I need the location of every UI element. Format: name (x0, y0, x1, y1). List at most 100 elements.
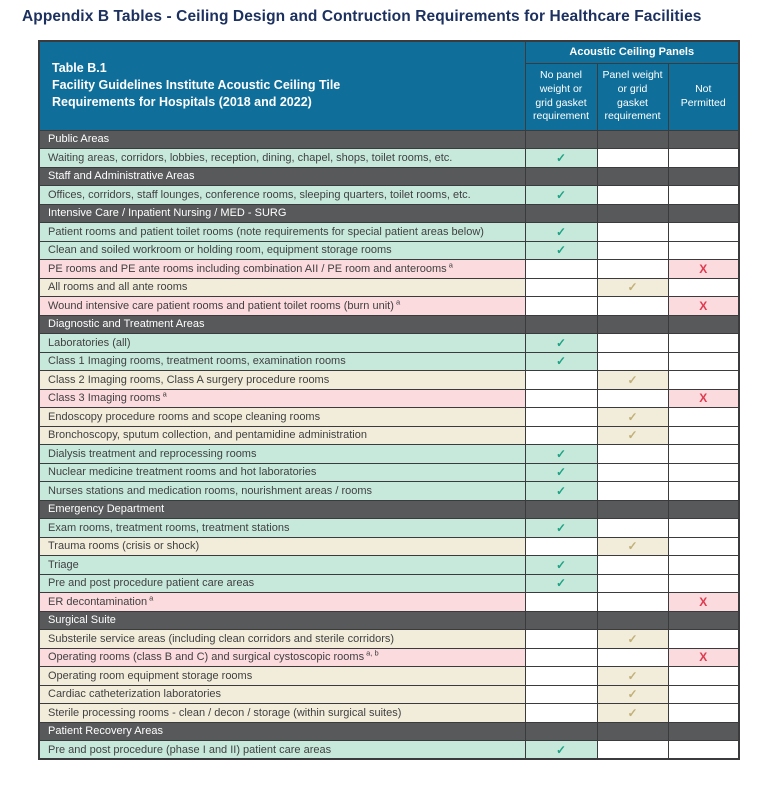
section-empty-cell (667, 721, 740, 741)
table-header-row-columns: No panel weight or grid gasket requireme… (39, 62, 740, 131)
table-row: Nurses stations and medication rooms, no… (38, 481, 740, 501)
empty-cell (524, 370, 598, 390)
table-row: Sterile processing rooms - clean / decon… (38, 703, 740, 723)
empty-cell (596, 222, 669, 242)
section-empty-cell (596, 499, 669, 519)
table-row: Operating rooms (class B and C) and surg… (38, 647, 740, 667)
empty-cell (667, 148, 740, 168)
check-mark-tan: ✓ (596, 407, 669, 427)
section-header-row: Intensive Care / Inpatient Nursing / MED… (38, 203, 740, 223)
empty-cell (596, 185, 669, 205)
empty-cell (524, 388, 598, 408)
section-empty-cell (667, 129, 740, 149)
row-label: Class 2 Imaging rooms, Class A surgery p… (38, 370, 526, 390)
table-row: Class 2 Imaging rooms, Class A surgery p… (38, 370, 740, 390)
empty-cell (596, 555, 669, 575)
table-row: All rooms and all ante rooms ✓ (38, 277, 740, 297)
empty-cell (596, 444, 669, 464)
row-label: Nurses stations and medication rooms, no… (38, 481, 526, 501)
section-header-label: Emergency Department (38, 499, 526, 519)
table-row: Dialysis treatment and reprocessing room… (38, 444, 740, 464)
empty-cell (524, 592, 598, 612)
section-header-label: Diagnostic and Treatment Areas (38, 314, 526, 334)
row-label: Patient rooms and patient toilet rooms (… (38, 222, 526, 242)
row-label: Laboratories (all) (38, 333, 526, 353)
empty-cell (667, 740, 740, 760)
section-empty-cell (524, 129, 598, 149)
empty-cell (524, 296, 598, 316)
footnote-marker: a (160, 389, 167, 399)
table-title-cell: Table B.1 Facility Guidelines Institute … (38, 40, 526, 131)
check-mark-green: ✓ (524, 351, 598, 371)
empty-cell (667, 333, 740, 353)
table-body: Public Areas Waiting areas, corridors, lo… (38, 129, 740, 760)
section-empty-cell (596, 166, 669, 186)
check-mark-tan: ✓ (596, 629, 669, 649)
check-mark-tan: ✓ (596, 370, 669, 390)
row-label: Bronchoscopy, sputum collection, and pen… (38, 425, 526, 445)
empty-cell (596, 647, 669, 667)
not-permitted-x-mark: X (667, 388, 740, 408)
table-title-line1: Table B.1 (52, 61, 107, 76)
check-mark-green: ✓ (524, 481, 598, 501)
section-header-row: Emergency Department (38, 499, 740, 519)
empty-cell (524, 647, 598, 667)
section-header-label: Patient Recovery Areas (38, 721, 526, 741)
section-empty-cell (667, 499, 740, 519)
footnote-marker: a (147, 593, 154, 603)
table-row: Trauma rooms (crisis or shock) ✓ (38, 536, 740, 556)
section-empty-cell (667, 203, 740, 223)
empty-cell (667, 407, 740, 427)
table-row: Class 3 Imaging rooms a X (38, 388, 740, 408)
table-row: Exam rooms, treatment rooms, treatment s… (38, 518, 740, 538)
not-permitted-x-mark: X (667, 592, 740, 612)
empty-cell (596, 740, 669, 760)
row-label: Dialysis treatment and reprocessing room… (38, 444, 526, 464)
row-label: Endoscopy procedure rooms and scope clea… (38, 407, 526, 427)
check-mark-green: ✓ (524, 462, 598, 482)
row-label: All rooms and all ante rooms (38, 277, 526, 297)
table-title-line2: Facility Guidelines Institute Acoustic C… (52, 78, 341, 93)
empty-cell (524, 259, 598, 279)
footnote-marker: a (393, 297, 401, 307)
empty-cell (667, 481, 740, 501)
table-row: Clean and soiled workroom or holding roo… (38, 240, 740, 260)
empty-cell (667, 370, 740, 390)
table-row: Triage ✓ (38, 555, 740, 575)
table-row: Class 1 Imaging rooms, treatment rooms, … (38, 351, 740, 371)
table-row: ER decontamination a X (38, 592, 740, 612)
section-empty-cell (596, 314, 669, 334)
check-mark-green: ✓ (524, 444, 598, 464)
row-label: Offices, corridors, staff lounges, confe… (38, 185, 526, 205)
check-mark-tan: ✓ (596, 684, 669, 704)
table-row: Pre and post procedure patient care area… (38, 573, 740, 593)
table-row: Operating room equipment storage rooms ✓ (38, 666, 740, 686)
table-row: Laboratories (all) ✓ (38, 333, 740, 353)
row-label: Waiting areas, corridors, lobbies, recep… (38, 148, 526, 168)
section-empty-cell (524, 721, 598, 741)
check-mark-green: ✓ (524, 333, 598, 353)
section-empty-cell (667, 314, 740, 334)
section-empty-cell (524, 314, 598, 334)
section-header-label: Staff and Administrative Areas (38, 166, 526, 186)
row-label: Class 3 Imaging rooms a (38, 388, 526, 408)
empty-cell (667, 222, 740, 242)
empty-cell (524, 536, 598, 556)
section-empty-cell (596, 129, 669, 149)
check-mark-tan: ✓ (596, 277, 669, 297)
row-label: Class 1 Imaging rooms, treatment rooms, … (38, 351, 526, 371)
empty-cell (667, 666, 740, 686)
check-mark-green: ✓ (524, 740, 598, 760)
check-mark-green: ✓ (524, 518, 598, 538)
not-permitted-x-mark: X (667, 647, 740, 667)
section-empty-cell (596, 203, 669, 223)
section-empty-cell (524, 499, 598, 519)
table-header-row-top: Table B.1 Facility Guidelines Institute … (38, 40, 740, 131)
table-title-line3: Requirements for Hospitals (2018 and 202… (52, 95, 312, 110)
row-label: Pre and post procedure (phase I and II) … (38, 740, 526, 760)
empty-cell (667, 629, 740, 649)
section-header-row: Public Areas (38, 129, 740, 149)
empty-cell (667, 703, 740, 723)
page-title: Appendix B Tables - Ceiling Design and C… (22, 8, 702, 25)
not-permitted-x-mark: X (667, 259, 740, 279)
